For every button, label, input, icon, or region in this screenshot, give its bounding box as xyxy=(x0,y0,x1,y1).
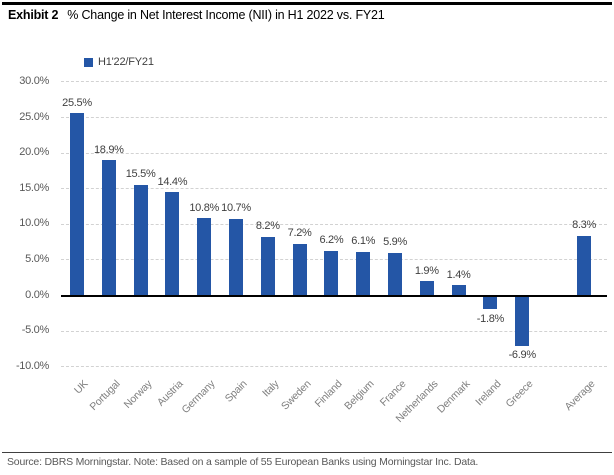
exhibit-label: Exhibit 2 xyxy=(8,8,59,22)
data-label: 6.2% xyxy=(319,234,344,247)
bar xyxy=(101,160,116,295)
data-label: 18.9% xyxy=(93,143,124,156)
bar xyxy=(229,218,243,295)
gridline xyxy=(61,152,607,154)
bar xyxy=(515,296,530,346)
bar xyxy=(324,250,339,295)
bar xyxy=(577,235,591,295)
bar xyxy=(356,251,371,295)
y-axis-tick-label: 15.0% xyxy=(19,181,49,194)
bar xyxy=(419,281,434,295)
data-label: 1.4% xyxy=(446,268,471,281)
y-axis-tick-label: 0.0% xyxy=(25,288,49,301)
y-axis-tick-label: 5.0% xyxy=(25,252,49,265)
x-axis-line xyxy=(61,295,607,297)
legend-swatch-icon xyxy=(84,57,93,67)
data-label: 5.9% xyxy=(383,236,407,249)
gridline xyxy=(61,117,607,118)
data-label: 10.7% xyxy=(221,202,251,215)
y-axis-tick-label: 10.0% xyxy=(19,217,49,230)
chart-header: Exhibit 2 % Change in Net Interest Income… xyxy=(8,8,608,22)
category-label: Average xyxy=(562,378,598,414)
legend-series-label: H1'22/FY21 xyxy=(98,56,154,68)
chart-title: % Change in Net Interest Income (NII) in… xyxy=(67,8,385,22)
source-note: Source: DBRS Morningstar. Note: Based on… xyxy=(7,456,479,468)
bar xyxy=(70,113,84,295)
bar xyxy=(133,184,148,295)
data-label: 1.9% xyxy=(414,264,439,277)
gridline xyxy=(61,366,607,368)
data-label: 6.1% xyxy=(351,235,376,248)
top-divider-rule xyxy=(2,2,612,5)
data-label: 7.2% xyxy=(287,227,312,240)
bar xyxy=(197,218,212,295)
data-label: 8.3% xyxy=(572,219,596,232)
y-axis-tick-label: 30.0% xyxy=(19,74,49,87)
bar xyxy=(483,296,498,310)
data-label: -6.9% xyxy=(508,349,537,362)
y-axis-tick-label: -10.0% xyxy=(15,359,49,372)
legend: H1'22/FY21 xyxy=(84,56,154,68)
footer-divider-rule xyxy=(2,452,612,453)
gridline xyxy=(61,223,607,225)
gridline xyxy=(61,188,607,190)
bar xyxy=(165,192,180,295)
data-label: 14.4% xyxy=(157,175,188,188)
data-label: 10.8% xyxy=(189,201,220,214)
gridline xyxy=(61,330,607,332)
data-label: 15.5% xyxy=(125,168,156,181)
bar xyxy=(388,252,402,295)
bar xyxy=(451,285,466,295)
data-label: 8.2% xyxy=(255,220,280,233)
data-label: -1.8% xyxy=(476,312,505,325)
data-label: 25.5% xyxy=(62,96,92,109)
y-axis-tick-label: 20.0% xyxy=(19,146,49,159)
y-axis-tick-label: 25.0% xyxy=(19,110,49,123)
y-axis-tick-label: -5.0% xyxy=(21,324,50,337)
gridline xyxy=(61,81,607,83)
bar xyxy=(260,236,275,295)
bar xyxy=(292,243,307,295)
